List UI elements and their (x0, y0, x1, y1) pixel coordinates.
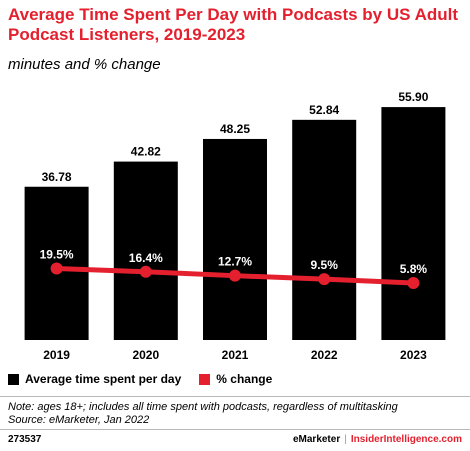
brand-emarketer: eMarketer (292, 434, 341, 445)
legend-swatch-black (8, 373, 19, 385)
x-tick-2023: 2023 (400, 348, 427, 362)
percent-change-label-2021: 12.7% (218, 255, 252, 269)
bar-value-label-2023: 55.90 (398, 90, 428, 104)
podcast-time-chart: 36.78 2019 42.82 2020 48.25 2021 52.84 2022 55.9… (24, 90, 446, 362)
percent-change-label-2020: 16.4% (129, 251, 163, 265)
x-tick-2019: 2019 (43, 348, 70, 362)
footnote-source: Source: eMarketer, Jan 2022 (8, 414, 150, 426)
percent-change-point-2019 (50, 262, 63, 275)
bar-value-label-2020: 42.82 (131, 145, 161, 159)
footnote-divider (0, 396, 470, 397)
footnote-note: Note: ages 18+; includes all time spent … (8, 401, 398, 413)
x-tick-2022: 2022 (311, 348, 338, 362)
chart-legend: Average time spent per day % change (8, 372, 290, 386)
bar-2022 (292, 119, 357, 340)
percent-change-label-2023: 5.8% (400, 262, 428, 276)
x-tick-2020: 2020 (132, 348, 159, 362)
x-tick-2021: 2021 (222, 348, 249, 362)
legend-item-time: Average time spent per day (8, 372, 181, 386)
legend-swatch-red (199, 373, 211, 385)
bar-2020 (113, 161, 178, 340)
bar-value-label-2021: 48.25 (220, 122, 250, 136)
legend-item-change: % change (199, 372, 272, 386)
footnote: Note: ages 18+; includes all time spent … (8, 401, 398, 427)
footer-divider (0, 429, 470, 430)
chart-subtitle: minutes and % change (8, 56, 161, 73)
bar-2021 (203, 138, 267, 340)
bar-value-label-2022: 52.84 (309, 103, 339, 117)
percent-change-label-2019: 19.5% (40, 247, 74, 261)
percent-change-point-2023 (407, 277, 420, 289)
legend-label-change: % change (216, 372, 273, 386)
footer-brand: eMarketer | InsiderIntelligence.com (293, 434, 462, 445)
legend-label-time: Average time spent per day (25, 372, 182, 386)
chart-id: 273537 (8, 434, 42, 445)
bar-2023 (381, 107, 446, 340)
chart-title: Average Time Spent Per Day with Podcasts… (8, 5, 458, 44)
percent-change-label-2022: 9.5% (311, 258, 339, 272)
brand-insider-intelligence-link[interactable]: InsiderIntelligence.com (350, 434, 462, 445)
brand-separator: | (344, 434, 347, 445)
percent-change-point-2020 (139, 265, 152, 278)
percent-change-point-2021 (229, 269, 241, 282)
bar-value-label-2019: 36.78 (42, 170, 72, 184)
percent-change-point-2022 (318, 273, 331, 286)
